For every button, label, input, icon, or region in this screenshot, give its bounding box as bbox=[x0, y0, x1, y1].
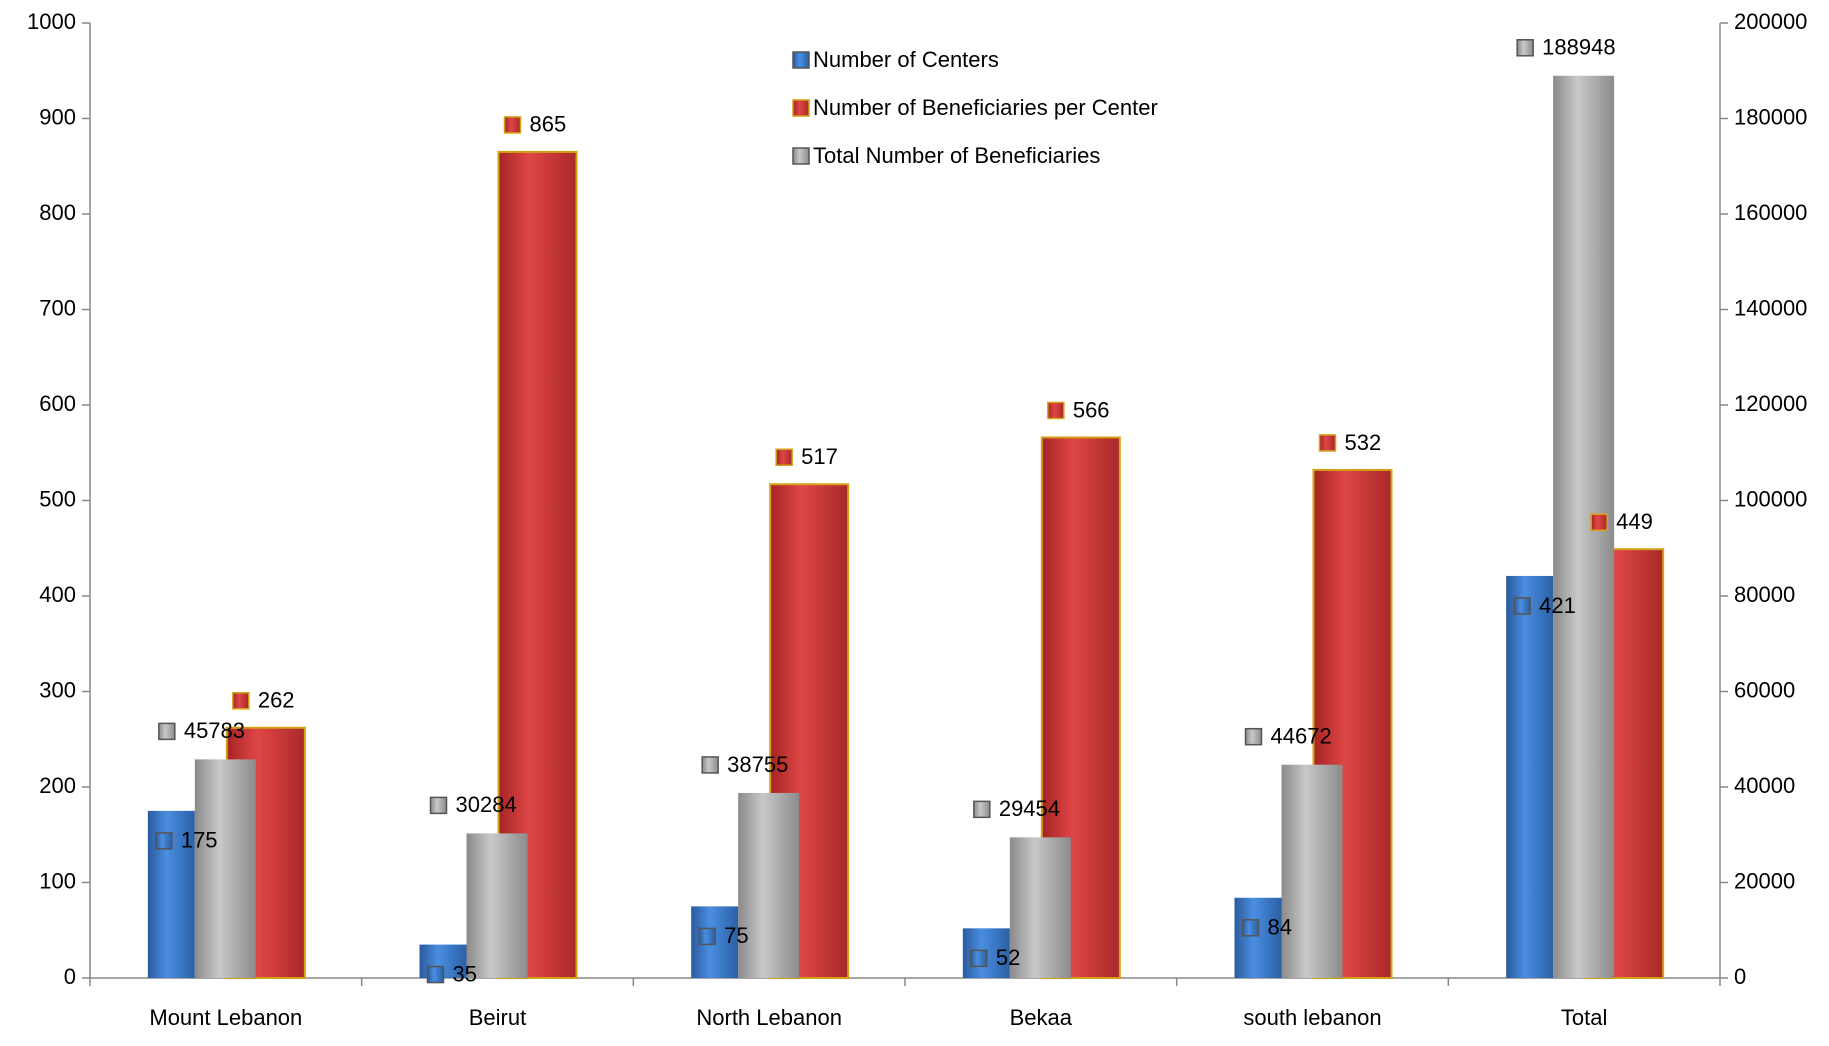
legend-label: Total Number of Beneficiaries bbox=[813, 143, 1100, 168]
data-label: 449 bbox=[1616, 509, 1653, 534]
y2-tick-label: 100000 bbox=[1734, 486, 1807, 511]
y-tick-label: 700 bbox=[39, 295, 76, 320]
data-label: 188948 bbox=[1542, 35, 1615, 60]
bar bbox=[194, 759, 256, 978]
label-icon bbox=[1047, 401, 1065, 420]
label-icon bbox=[792, 147, 810, 165]
bar bbox=[1281, 764, 1343, 978]
y-tick-label: 1000 bbox=[27, 9, 76, 34]
bar bbox=[1234, 897, 1282, 978]
data-label: 29454 bbox=[999, 796, 1060, 821]
y-tick-label: 0 bbox=[64, 964, 76, 989]
label-icon bbox=[701, 756, 719, 774]
y2-tick-label: 140000 bbox=[1734, 295, 1807, 320]
label-icon bbox=[1513, 597, 1531, 615]
label-icon bbox=[1244, 727, 1263, 746]
data-label: 262 bbox=[258, 688, 295, 713]
y-tick-label: 100 bbox=[39, 868, 76, 893]
label-icon bbox=[155, 832, 173, 850]
label-icon bbox=[426, 965, 445, 984]
y2-tick-label: 120000 bbox=[1734, 391, 1807, 416]
label-icon bbox=[973, 800, 991, 819]
data-label: 517 bbox=[801, 444, 838, 469]
label-icon bbox=[158, 722, 176, 741]
y-tick-label: 900 bbox=[39, 104, 76, 129]
data-label: 421 bbox=[1539, 593, 1576, 618]
y-tick-label: 800 bbox=[39, 200, 76, 225]
label-icon bbox=[503, 116, 522, 134]
y-tick-label: 200 bbox=[39, 773, 76, 798]
y2-tick-label: 40000 bbox=[1734, 773, 1795, 798]
y2-tick-label: 200000 bbox=[1734, 9, 1807, 34]
y2-tick-label: 180000 bbox=[1734, 104, 1807, 129]
label-icon bbox=[1241, 919, 1260, 937]
data-label: 566 bbox=[1073, 397, 1110, 422]
label-icon bbox=[698, 927, 716, 946]
y2-tick-label: 160000 bbox=[1734, 200, 1807, 225]
y2-tick-label: 60000 bbox=[1734, 677, 1795, 702]
label-icon bbox=[775, 448, 793, 467]
legend-label: Number of Centers bbox=[813, 47, 999, 72]
legend-label: Number of Beneficiaries per Center bbox=[813, 95, 1158, 120]
label-icon bbox=[1516, 39, 1534, 57]
label-icon bbox=[970, 949, 988, 968]
label-icon bbox=[429, 796, 448, 815]
label-icon bbox=[232, 692, 250, 710]
y-tick-label: 400 bbox=[39, 582, 76, 607]
data-label: 35 bbox=[453, 961, 477, 986]
y-tick-label: 500 bbox=[39, 486, 76, 511]
x-tick-label: south lebanon bbox=[1243, 1005, 1381, 1030]
data-label: 44672 bbox=[1271, 724, 1332, 749]
bar bbox=[1506, 575, 1554, 978]
label-icon bbox=[1590, 513, 1608, 531]
label-icon bbox=[792, 99, 810, 117]
y2-tick-label: 0 bbox=[1734, 964, 1746, 989]
data-label: 52 bbox=[996, 945, 1020, 970]
x-tick-label: Bekaa bbox=[1010, 1005, 1073, 1030]
data-label: 532 bbox=[1345, 430, 1382, 455]
data-label: 865 bbox=[530, 112, 567, 137]
x-tick-label: North Lebanon bbox=[696, 1005, 842, 1030]
label-icon bbox=[792, 51, 810, 69]
data-label: 84 bbox=[1268, 915, 1292, 940]
bar bbox=[738, 792, 800, 978]
data-label: 38755 bbox=[727, 752, 788, 777]
y2-tick-label: 80000 bbox=[1734, 582, 1795, 607]
data-label: 30284 bbox=[456, 792, 517, 817]
y2-tick-label: 20000 bbox=[1734, 868, 1795, 893]
data-label: 75 bbox=[724, 923, 748, 948]
x-tick-label: Beirut bbox=[469, 1005, 526, 1030]
x-tick-label: Mount Lebanon bbox=[149, 1005, 302, 1030]
bar bbox=[1009, 837, 1071, 978]
y-tick-label: 300 bbox=[39, 677, 76, 702]
x-tick-label: Total bbox=[1561, 1005, 1607, 1030]
label-icon bbox=[1318, 434, 1337, 452]
data-label: 45783 bbox=[184, 718, 245, 743]
data-label: 175 bbox=[181, 828, 218, 853]
y-tick-label: 600 bbox=[39, 391, 76, 416]
bar bbox=[466, 833, 528, 978]
